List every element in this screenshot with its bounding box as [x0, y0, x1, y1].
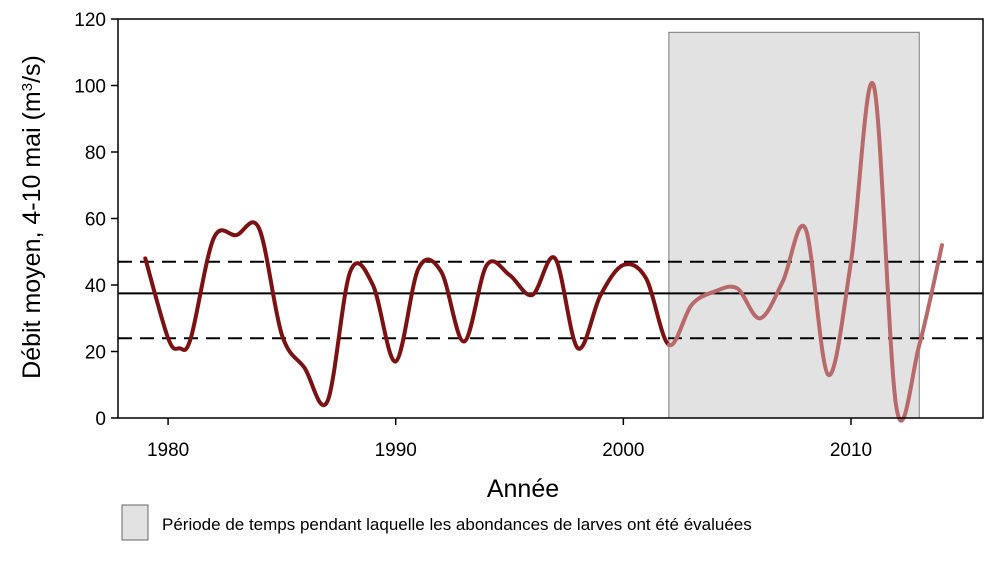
y-tick-label: 20 — [85, 343, 106, 364]
series-line-evaluation-period — [666, 80, 944, 423]
legend: Période de temps pendant laquelle les ab… — [121, 504, 752, 541]
axes: 0 20 40 60 80 100 120 1980 1990 2000 2010 — [74, 10, 984, 461]
series-line-before-period — [143, 220, 671, 407]
plot-area — [118, 31, 983, 423]
x-tick-label: 2000 — [602, 440, 644, 461]
y-tick-label: 60 — [85, 210, 106, 231]
y-tick-label: 100 — [74, 77, 106, 98]
y-tick-label: 40 — [85, 276, 106, 297]
legend-swatch — [121, 504, 149, 541]
shaded-evaluation-period — [668, 31, 920, 419]
y-axis-title-main: Débit moyen, 4-10 mai (m — [18, 91, 46, 379]
x-tick-label: 1990 — [375, 440, 417, 461]
x-tick-label: 2010 — [830, 440, 872, 461]
y-tick-label: 80 — [85, 143, 106, 164]
x-axis-title: Année — [487, 475, 559, 503]
y-tick-label: 120 — [74, 10, 106, 31]
y-axis-title-superscript: 3 — [19, 83, 36, 91]
y-tick-label: 0 — [95, 409, 106, 430]
x-tick-label: 1980 — [147, 440, 189, 461]
legend-text: Période de temps pendant laquelle les ab… — [162, 515, 752, 534]
y-axis-title: Débit moyen, 4-10 mai (m3/s) — [18, 55, 46, 379]
y-axis-title-tail: /s) — [18, 55, 46, 83]
